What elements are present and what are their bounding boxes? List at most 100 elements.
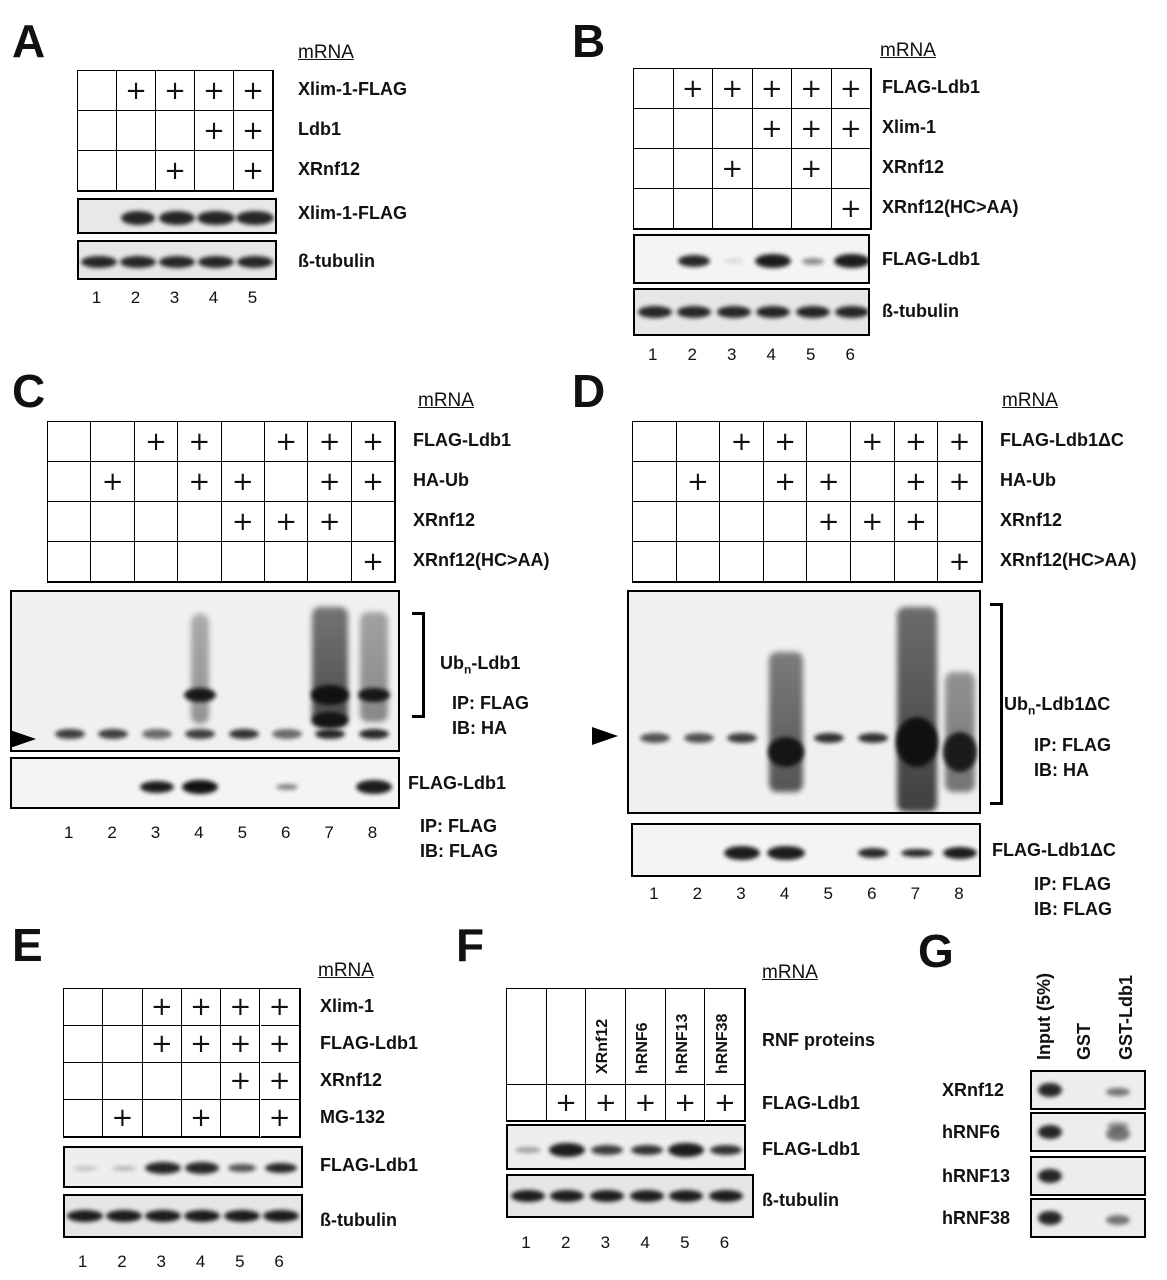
panel-e-blot-ldb1 xyxy=(63,1146,303,1188)
blot-band xyxy=(710,1145,742,1155)
blot-band xyxy=(629,1190,664,1202)
grid-cell xyxy=(673,109,713,149)
blot-band xyxy=(590,1145,623,1155)
blot-band xyxy=(184,1210,221,1222)
blot-band xyxy=(1106,1088,1130,1096)
grid-cell: + xyxy=(351,462,396,502)
panel-e-blot-tubulin xyxy=(63,1194,303,1238)
panel-d-ib2: IB: FLAG xyxy=(1034,899,1112,919)
panel-b-blot-label: FLAG-Ldb1 xyxy=(882,249,980,269)
blot-band xyxy=(727,733,758,743)
grid-cell: + xyxy=(676,462,721,502)
grid-cell xyxy=(720,462,764,502)
grid-cell: + xyxy=(831,109,871,149)
panel-f-grid: + + + + + xyxy=(506,988,746,1122)
grid-cell xyxy=(720,542,764,582)
C-lane-number: 5 xyxy=(237,823,248,842)
blot-band xyxy=(276,784,298,790)
blot-band xyxy=(1038,1125,1062,1139)
grid-cell xyxy=(676,502,721,542)
grid-cell xyxy=(673,149,713,189)
grid-cell xyxy=(763,542,808,582)
grid-cell xyxy=(265,462,309,502)
grid-cell xyxy=(851,462,895,502)
panel-f-rnf-name: hRNF13 xyxy=(673,1013,691,1074)
grid-cell xyxy=(792,189,832,229)
B-mrna-grid: + + + + + + + + + + + xyxy=(633,68,872,230)
grid-cell xyxy=(48,462,92,502)
panel-f-blot-label: FLAG-Ldb1 xyxy=(762,1139,860,1159)
grid-cell: + xyxy=(308,462,352,502)
blot-band xyxy=(80,256,117,268)
grid-cell: + xyxy=(260,989,300,1026)
bracket-ubn xyxy=(990,603,1003,805)
grid-cell: + xyxy=(181,1100,222,1137)
C-lane-number: 1 xyxy=(63,823,74,842)
D-mrna-grid: + + + + + + + + + + + + + + xyxy=(632,421,983,583)
blot-band xyxy=(669,1190,704,1202)
grid-cell: + xyxy=(134,422,179,462)
blot-band xyxy=(263,1210,299,1222)
grid-cell: + xyxy=(752,69,792,109)
panel-c-ip2: IP: FLAG xyxy=(420,816,497,836)
grid-cell xyxy=(851,542,895,582)
blot-band xyxy=(801,257,824,265)
blot-band xyxy=(236,256,273,268)
B-lane-number: 3 xyxy=(727,345,737,364)
panel-f-lane-number: 6 xyxy=(719,1233,730,1252)
E-lane-number: 5 xyxy=(235,1252,245,1271)
grid-cell xyxy=(634,149,674,189)
grid-cell: + xyxy=(665,1085,706,1121)
blot-band xyxy=(709,1190,743,1202)
grid-cell xyxy=(221,422,265,462)
grid-cell xyxy=(507,1085,547,1121)
panel-d-blot-ha xyxy=(627,590,981,814)
ubiquitin-smear xyxy=(359,612,388,722)
blot-band xyxy=(858,733,888,743)
panel-letter-g: G xyxy=(918,925,954,977)
grid-cell xyxy=(64,1063,104,1100)
grid-cell: + xyxy=(720,422,764,462)
panel-g-row-label: hRNF6 xyxy=(942,1122,1000,1142)
grid-cell xyxy=(91,422,135,462)
grid-cell: + xyxy=(792,69,832,109)
arrowhead-unmodified xyxy=(592,727,618,745)
blot-band xyxy=(723,258,744,264)
mrna-label-b: mRNA xyxy=(880,40,936,61)
A-lane-number: 2 xyxy=(130,288,141,307)
blot-band xyxy=(158,256,195,268)
grid-cell: + xyxy=(265,502,309,542)
grid-cell: + xyxy=(626,1085,666,1121)
blot-band xyxy=(357,688,390,702)
blot-band xyxy=(549,1143,586,1157)
grid-cell: + xyxy=(792,109,832,149)
panel-b-blot-tubulin xyxy=(633,288,870,336)
panel-letter-e: E xyxy=(12,919,43,971)
grid-cell: + xyxy=(181,989,222,1026)
panel-d-blot2-label: FLAG-Ldb1ΔC xyxy=(992,840,1116,860)
blot-band xyxy=(755,254,791,268)
grid-cell xyxy=(763,502,808,542)
grid-cell xyxy=(142,1100,182,1137)
E-row-label: XRnf12 xyxy=(320,1069,383,1090)
grid-cell xyxy=(103,1026,143,1063)
blot-band xyxy=(119,256,156,268)
blot-band xyxy=(145,1210,182,1222)
blot-band xyxy=(835,306,868,318)
B-lane-number: 4 xyxy=(766,345,776,364)
grid-cell: + xyxy=(181,1026,222,1063)
grid-cell: + xyxy=(178,422,222,462)
D-row-label: XRnf12(HC>AA) xyxy=(1000,550,1137,570)
grid-cell: + xyxy=(308,422,352,462)
grid-cell xyxy=(134,462,179,502)
blot-band xyxy=(1107,1122,1129,1130)
grid-cell xyxy=(48,542,92,582)
grid-cell xyxy=(103,1063,143,1100)
grid-cell: + xyxy=(156,151,195,191)
blot-band xyxy=(1038,1169,1062,1183)
ub-text: Ub xyxy=(440,653,464,673)
grid-cell: + xyxy=(792,149,832,189)
A-row-label: Ldb1 xyxy=(298,119,341,139)
panel-letter-d: D xyxy=(572,365,606,417)
